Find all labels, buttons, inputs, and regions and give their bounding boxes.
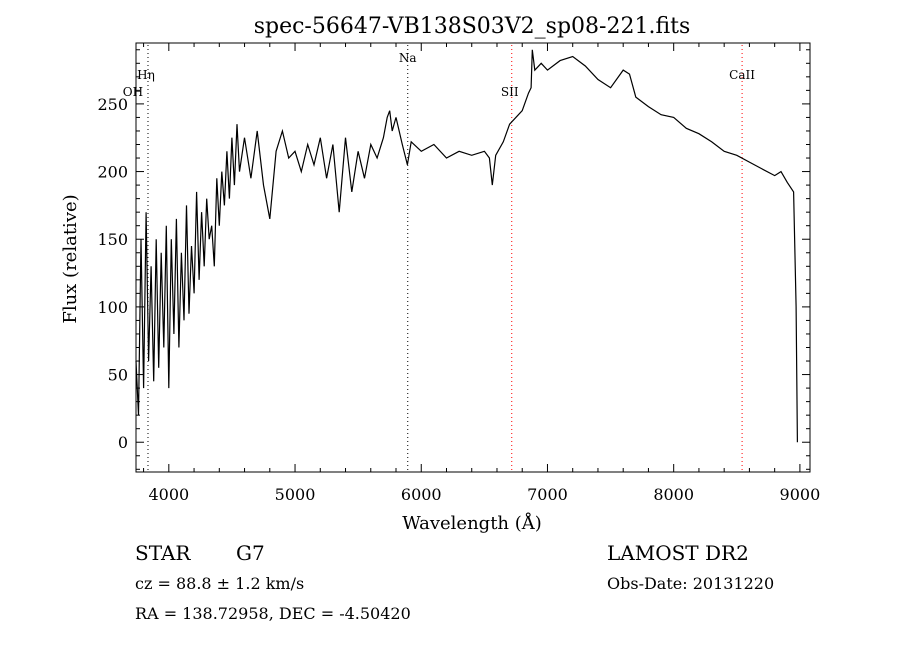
x-tick-label: 8000 bbox=[653, 485, 694, 504]
x-axis-label: Wavelength (Å) bbox=[402, 512, 542, 534]
y-tick-label: 50 bbox=[108, 366, 128, 385]
y-tick-label: 200 bbox=[97, 163, 128, 182]
line-label: OH bbox=[123, 85, 143, 99]
x-tick-label: 4000 bbox=[148, 485, 189, 504]
chart-title: spec-56647-VB138S03V2_sp08-221.fits bbox=[254, 14, 691, 39]
x-tick-label: 5000 bbox=[275, 485, 316, 504]
y-tick-label: 100 bbox=[97, 298, 128, 317]
x-tick-label: 6000 bbox=[401, 485, 442, 504]
flux-series-line bbox=[135, 49, 798, 443]
x-tick-label: 7000 bbox=[527, 485, 568, 504]
line-label: CaII bbox=[729, 68, 755, 82]
line-label: Na bbox=[399, 51, 417, 65]
object-type: STAR bbox=[135, 541, 191, 565]
y-tick-label: 250 bbox=[97, 95, 128, 114]
x-axis-ticks: 4000 5000 6000 7000 8000 9000 bbox=[143, 43, 821, 504]
x-tick-label: 9000 bbox=[780, 485, 821, 504]
line-label: SII bbox=[501, 85, 519, 99]
redshift-velocity: cz = 88.8 ± 1.2 km/s bbox=[135, 574, 305, 593]
coordinates: RA = 138.72958, DEC = -4.50420 bbox=[135, 604, 411, 623]
survey-name: LAMOST DR2 bbox=[607, 541, 749, 565]
y-axis-ticks: 0 50 100 150 200 250 bbox=[97, 49, 810, 470]
y-axis-label: Flux (relative) bbox=[60, 194, 81, 323]
y-tick-label: 150 bbox=[97, 230, 128, 249]
spectral-line-markers: Hη OH Na SII CaII bbox=[123, 45, 755, 470]
spectral-subclass: G7 bbox=[236, 541, 265, 565]
line-label: Hη bbox=[137, 68, 155, 82]
plot-frame bbox=[135, 42, 811, 473]
y-tick-label: 0 bbox=[118, 433, 128, 452]
observation-date: Obs-Date: 20131220 bbox=[607, 574, 775, 593]
